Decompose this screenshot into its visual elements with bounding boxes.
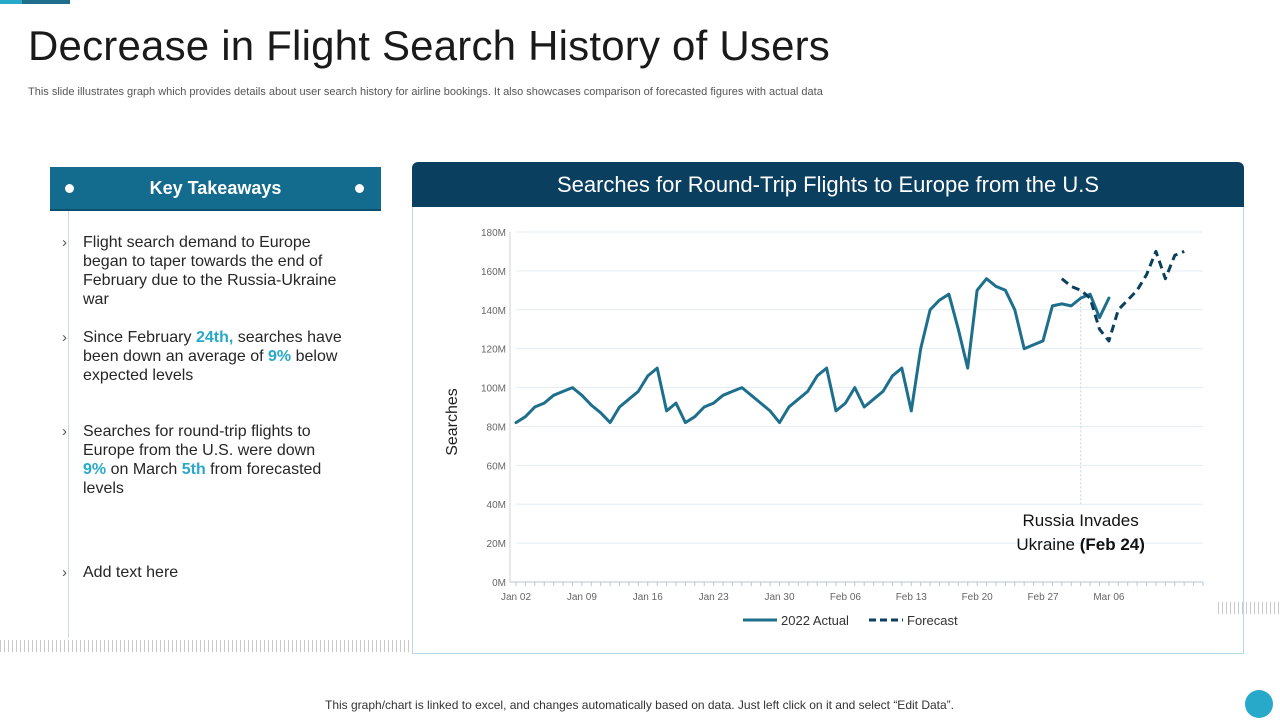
x-tick-label: Jan 09 [567,592,597,603]
legend-actual-label: 2022 Actual [781,613,849,628]
bullet-arrow-icon: › [62,423,67,440]
x-tick-label: Feb 13 [896,592,928,603]
takeaway-item-3: › Searches for round-trip flights to Eur… [62,422,342,498]
chart-header: Searches for Round-Trip Flights to Europ… [412,162,1244,207]
decorative-hatch-left [0,640,410,652]
y-tick-label: 140M [481,306,506,317]
annotation-line2-bold: (Feb 24) [1080,535,1145,554]
top-accent-bar [0,0,70,4]
corner-decoration-icon [1245,690,1273,718]
annotation-line2-plain: Ukraine [1016,535,1079,554]
takeaway-text-part: below expected levels [83,348,338,384]
bullet-arrow-icon: › [62,234,67,251]
chart-frame [412,205,1244,654]
takeaway-item-1: › Flight search demand to Europe began t… [62,233,342,309]
takeaway-highlight: 24th, [195,329,234,346]
x-tick-label: Feb 20 [962,592,994,603]
takeaway-text-part[interactable]: Add text here [83,564,179,581]
chart-legend: 2022 Actual Forecast [743,613,958,628]
x-tick-label: Jan 23 [699,592,729,603]
chart-series [514,249,1185,425]
takeaway-highlight: 9% [268,348,292,365]
y-tick-label: 100M [481,384,506,395]
takeaway-highlight: 9% [83,461,107,478]
x-tick-label: Feb 27 [1027,592,1059,603]
legend-forecast-label: Forecast [907,613,958,628]
chart-title: Searches for Round-Trip Flights to Europ… [556,171,1100,197]
y-tick-label: 180M [481,228,506,239]
x-tick-label: Jan 30 [764,592,794,603]
y-tick-label: 160M [481,267,506,278]
series-actual-line [514,277,1111,425]
y-tick-label: 0M [492,578,506,589]
key-takeaways-title: Key Takeaways [149,177,282,198]
chart-axes: 0M 20M 40M 60M 80M 100M 120M 140M 160M 180M Jan 02… [481,228,1204,603]
y-tick-label: 20M [487,539,506,550]
bullet-arrow-icon: › [62,564,67,581]
takeaway-text-part: Searches for round-trip flights to Europ… [83,423,316,459]
x-tick-label: Jan 16 [633,592,663,603]
chart-footnote: This graph/chart is linked to excel, and… [325,698,954,712]
takeaway-text-part: on March [106,461,182,478]
takeaway-item-2: › Since February 24th, searches have bee… [62,328,342,385]
takeaway-highlight: 5th [181,461,206,478]
y-tick-label: 60M [487,461,506,472]
page-title: Decrease in Flight Search History of Use… [28,22,831,69]
takeaway-text-part: searches have been down an average of [83,329,342,365]
y-tick-label: 40M [487,500,506,511]
takeaway-text: Flight search demand to Europe began to … [83,233,342,309]
takeaway-text: Searches for round-trip flights to Europ… [83,422,342,498]
takeaways-divider [68,211,69,638]
bullet-arrow-icon: › [62,329,67,346]
key-takeaways-header: Key Takeaways [50,167,381,211]
decorative-hatch-right [1218,602,1280,614]
header-dot-left-icon [65,184,74,193]
takeaway-text-part: from forecasted levels [83,461,322,497]
series-forecast-line [1060,249,1185,343]
x-tick-label: Mar 06 [1093,592,1125,603]
header-dot-right-icon [355,184,364,193]
annotation-line1: Russia Invades [1023,511,1139,530]
takeaway-item-4: › Add text here [62,563,342,582]
y-tick-label: 120M [481,345,506,356]
x-tick-label: Jan 02 [501,592,531,603]
annotation-line2: Ukraine (Feb 24) [1016,535,1144,554]
top-accent-light [0,0,22,4]
y-axis-label: Searches [444,388,461,456]
takeaway-text-part: Flight search demand to Europe began to … [83,234,337,308]
takeaway-text-part: Since February [83,329,196,346]
line-chart[interactable]: 0M 20M 40M 60M 80M 100M 120M 140M 160M 180M Jan 02… [413,207,1243,653]
y-tick-label: 80M [487,422,506,433]
page-subtitle: This slide illustrates graph which provi… [28,86,823,98]
chart-gridlines [516,231,1203,544]
takeaway-text: Since February 24th, searches have been … [83,328,342,385]
x-tick-label: Feb 06 [830,592,862,603]
takeaway-text[interactable]: Add text here [83,563,342,582]
